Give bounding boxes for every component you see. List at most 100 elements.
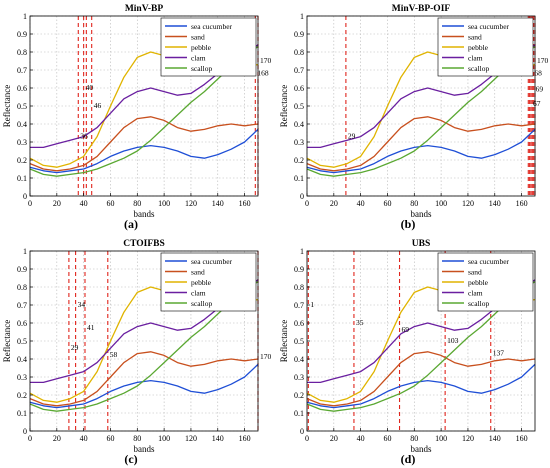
band-marker-label: 137 [493, 348, 505, 357]
series-line-scallop [29, 46, 259, 177]
x-tick-label: 80 [410, 199, 418, 208]
y-tick-label: 0.2 [17, 156, 27, 165]
x-tick-label: 160 [239, 434, 251, 443]
x-tick-label: 20 [330, 434, 338, 443]
x-axis-label: bands [411, 444, 432, 454]
y-tick-label: 0.3 [294, 138, 304, 147]
series-line-scallop [306, 281, 536, 412]
x-tick-label: 160 [516, 434, 528, 443]
legend-entry: pebble [191, 278, 212, 287]
band-marker-label: 69 [402, 325, 410, 334]
panel-tag-c: (c) [124, 452, 137, 466]
x-tick-label: 40 [80, 199, 88, 208]
y-tick-label: 0.5 [17, 102, 27, 111]
y-tick-label: 0.2 [17, 391, 27, 400]
x-tick-label: 40 [357, 199, 365, 208]
y-tick-label: 0.7 [17, 66, 27, 75]
y-tick-label: 0.5 [17, 337, 27, 346]
band-marker-label: 170 [260, 56, 272, 65]
x-tick-label: 120 [185, 199, 197, 208]
y-tick-label: 0.3 [17, 138, 27, 147]
band-marker-label: 1 [310, 300, 314, 309]
legend-entry: sand [191, 33, 205, 42]
band-marker-label: 29 [71, 343, 79, 352]
legend-entry: scallop [191, 64, 212, 73]
legend-entry: sand [468, 268, 482, 277]
y-tick-label: 0.1 [294, 174, 304, 183]
y-axis-label: Reflectance [279, 85, 289, 127]
legend-entry: scallop [468, 64, 489, 73]
band-marker-label: 46 [94, 101, 102, 110]
y-tick-label: 0.4 [294, 355, 304, 364]
x-tick-label: 40 [357, 434, 365, 443]
y-tick-label: 0.1 [294, 409, 304, 418]
y-tick-label: 0.3 [17, 373, 27, 382]
y-tick-label: 0.8 [294, 283, 304, 292]
y-tick-label: 0 [23, 192, 27, 201]
y-tick-label: 0.3 [294, 373, 304, 382]
y-axis-label: Reflectance [279, 320, 289, 362]
legend-entry: pebble [468, 278, 489, 287]
y-tick-label: 0.2 [294, 156, 304, 165]
x-tick-label: 80 [410, 434, 418, 443]
band-marker-label: 103 [447, 336, 459, 345]
x-tick-label: 140 [212, 434, 224, 443]
band-marker-label: 41 [87, 323, 95, 332]
x-tick-label: 80 [133, 434, 141, 443]
x-tick-label: 60 [106, 434, 114, 443]
y-tick-label: 0.6 [294, 84, 304, 93]
x-tick-label: 20 [53, 434, 61, 443]
y-tick-label: 0.5 [294, 337, 304, 346]
x-tick-label: 160 [516, 199, 528, 208]
y-tick-label: 0.9 [294, 265, 304, 274]
y-tick-label: 0.9 [17, 265, 27, 274]
x-tick-label: 100 [158, 434, 170, 443]
series-line-scallop [306, 46, 536, 177]
y-tick-label: 0 [300, 427, 304, 436]
band-marker-label: 58 [110, 350, 118, 359]
legend-entry: sea cucumber [468, 257, 510, 266]
series-line-sea-cucumber [306, 363, 536, 409]
y-axis-label: Reflectance [2, 320, 12, 362]
x-tick-label: 140 [489, 199, 501, 208]
x-tick-label: 140 [212, 199, 224, 208]
x-tick-label: 0 [28, 199, 32, 208]
y-tick-label: 0.7 [17, 301, 27, 310]
y-tick-label: 1 [300, 12, 304, 21]
series-line-sand [306, 116, 536, 172]
y-tick-label: 0 [23, 427, 27, 436]
x-axis-label: bands [134, 209, 155, 219]
chart-panel-b: 29 67 68 69 170 0 20 40 60 80 100 120 140 160 0 0.1 0.2 0… [279, 4, 549, 219]
x-axis-label: bands [411, 209, 432, 219]
panel-tag-a: (a) [124, 217, 138, 231]
x-tick-label: 60 [383, 199, 391, 208]
band-marker-label: 29 [348, 131, 356, 140]
legend-entry: sea cucumber [468, 22, 510, 31]
legend-entry: sea cucumber [191, 22, 233, 31]
chart-panel-c: 29 34 41 58 170 0 20 40 60 80 100 120 140 160 0 0.1 0.2 0… [2, 239, 272, 454]
legend-entry: scallop [468, 299, 489, 308]
panel-tag-b: (b) [401, 217, 416, 231]
series-line-sea-cucumber [306, 128, 536, 174]
band-marker-label: 36 [80, 131, 88, 140]
band-marker-label: 69 [536, 85, 544, 94]
panel-tag-d: (d) [401, 452, 416, 466]
y-tick-label: 0.9 [17, 30, 27, 39]
x-tick-label: 120 [462, 434, 474, 443]
y-axis-label: Reflectance [2, 85, 12, 127]
legend-entry: scallop [191, 299, 212, 308]
x-axis-label: bands [134, 444, 155, 454]
y-tick-label: 0.9 [294, 30, 304, 39]
legend-entry: clam [468, 54, 483, 63]
legend-entry: sand [468, 33, 482, 42]
legend-entry: sand [191, 268, 205, 277]
series-line-sand [306, 351, 536, 407]
chart-title: MinV-BP [125, 4, 164, 14]
x-tick-label: 40 [80, 434, 88, 443]
y-tick-label: 0.5 [294, 102, 304, 111]
x-tick-label: 100 [158, 199, 170, 208]
